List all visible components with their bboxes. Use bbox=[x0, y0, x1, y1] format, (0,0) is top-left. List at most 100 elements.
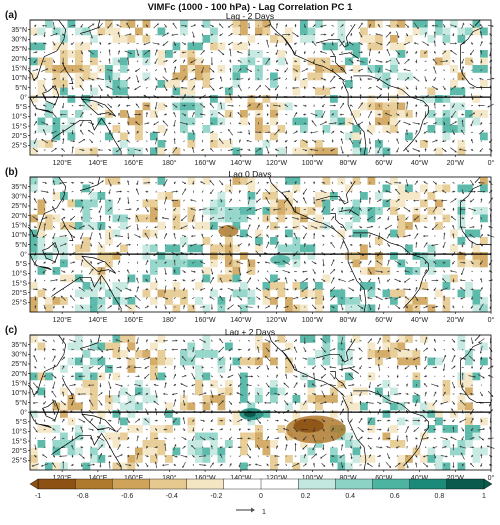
lat-tick-label: 0° bbox=[20, 408, 27, 416]
lon-tick-label: 120°E bbox=[53, 159, 72, 167]
colorbar-tick-label: 0.4 bbox=[345, 493, 355, 500]
lat-tick-label: 25°S bbox=[12, 142, 28, 150]
panel-a-label: (a) bbox=[5, 10, 18, 21]
lon-tick-label: 20°W bbox=[447, 159, 465, 167]
lat-tick-label: 25°N bbox=[11, 202, 27, 210]
lat-tick-label: 5°S bbox=[16, 260, 28, 268]
lon-tick-label: 120°E bbox=[53, 316, 72, 324]
lon-tick-label: 180° bbox=[162, 316, 177, 324]
lon-tick-label: 100°W bbox=[302, 474, 323, 482]
coastlines bbox=[27, 334, 491, 471]
lon-tick-label: 60°W bbox=[375, 316, 393, 324]
lon-tick-label: 160°W bbox=[195, 316, 216, 324]
lat-tick-label: 20°N bbox=[11, 55, 27, 63]
vector-field bbox=[32, 179, 495, 311]
map-panel-1: 35°N30°N25°N20°N15°N10°N5°N0°5°S10°S15°S… bbox=[11, 19, 495, 167]
lon-tick-label: 80°W bbox=[339, 474, 357, 482]
lat-tick-label: 25°N bbox=[11, 45, 27, 53]
lat-tick-label: 35°N bbox=[11, 183, 27, 191]
lat-tick-label: 5°N bbox=[15, 84, 27, 92]
colorbar: -1 -0.8 -0.6 -0.4 -0.2 0 0.2 0.4 0.6 0.8 1 bbox=[29, 478, 493, 500]
coastlines bbox=[27, 19, 491, 156]
lat-tick-label: 15°S bbox=[12, 437, 28, 445]
lon-tick-label: 140°W bbox=[230, 159, 251, 167]
lon-tick-label: 20°W bbox=[447, 316, 465, 324]
colorbar-tick-label: -0.6 bbox=[121, 493, 133, 500]
lat-tick-label: 10°N bbox=[11, 389, 27, 397]
lon-tick-label: 40°W bbox=[411, 316, 429, 324]
lon-tick-label: 120°W bbox=[266, 474, 287, 482]
colorbar-tick-label: 0 bbox=[259, 493, 263, 500]
lat-tick-label: 5°N bbox=[15, 399, 27, 407]
lat-tick-label: 10°N bbox=[11, 231, 27, 239]
lat-tick-label: 20°N bbox=[11, 212, 27, 220]
lat-tick-label: 10°S bbox=[12, 428, 28, 436]
panel-a-title: Lag - 2 Days bbox=[225, 11, 275, 21]
vector-key: 1 bbox=[236, 507, 266, 516]
colorbar-tick-label: -1 bbox=[35, 493, 41, 500]
lon-tick-label: 160°E bbox=[124, 316, 143, 324]
lat-tick-label: 25°N bbox=[11, 360, 27, 368]
lon-tick-label: 160°W bbox=[195, 474, 216, 482]
colorbar-tick-label: -0.4 bbox=[166, 493, 178, 500]
lat-tick-label: 30°N bbox=[11, 193, 27, 201]
map-panel-3: 35°N30°N25°N20°N15°N10°N5°N0°5°S10°S15°S… bbox=[11, 334, 495, 482]
lon-tick-label: 180° bbox=[162, 474, 177, 482]
lat-tick-label: 30°N bbox=[11, 36, 27, 44]
lon-tick-label: 0° bbox=[488, 316, 495, 324]
lon-tick-label: 120°E bbox=[53, 474, 72, 482]
lon-tick-label: 160°E bbox=[124, 474, 143, 482]
lon-tick-label: 60°W bbox=[375, 159, 393, 167]
lat-tick-label: 15°N bbox=[11, 222, 27, 230]
lon-tick-label: 140°E bbox=[88, 159, 107, 167]
lat-tick-label: 0° bbox=[20, 250, 27, 258]
lat-tick-label: 15°S bbox=[12, 122, 28, 130]
colorbar-tick-label: 1 bbox=[482, 493, 486, 500]
colorbar-tick-label: 0.2 bbox=[301, 493, 311, 500]
lon-tick-label: 0° bbox=[488, 474, 495, 482]
lat-tick-label: 20°S bbox=[12, 289, 28, 297]
colorbar-tick-label: -0.8 bbox=[77, 493, 89, 500]
lon-tick-label: 100°W bbox=[302, 316, 323, 324]
coastlines bbox=[27, 176, 491, 313]
lat-tick-label: 15°N bbox=[11, 65, 27, 73]
panel-c-label: (c) bbox=[5, 325, 18, 336]
lat-tick-label: 15°S bbox=[12, 279, 28, 287]
lon-tick-label: 180° bbox=[162, 159, 177, 167]
lat-tick-label: 30°N bbox=[11, 351, 27, 359]
lat-tick-label: 5°N bbox=[15, 241, 27, 249]
figure-title: VIMFc (1000 - 100 hPa) - Lag Correlation… bbox=[147, 2, 353, 13]
lon-tick-label: 140°W bbox=[230, 316, 251, 324]
lat-tick-label: 25°S bbox=[12, 457, 28, 465]
vector-key-label: 1 bbox=[262, 509, 266, 516]
lon-tick-label: 160°W bbox=[195, 159, 216, 167]
lat-tick-label: 5°S bbox=[16, 418, 28, 426]
colorbar-tick-label: -0.2 bbox=[210, 493, 222, 500]
vector-field bbox=[31, 336, 495, 469]
lon-tick-label: 160°E bbox=[124, 159, 143, 167]
lon-tick-label: 140°E bbox=[88, 474, 107, 482]
lat-tick-label: 20°S bbox=[12, 447, 28, 455]
lon-tick-label: 100°W bbox=[302, 159, 323, 167]
colorbar-tick-label: 0.8 bbox=[435, 493, 445, 500]
lon-tick-label: 20°W bbox=[447, 474, 465, 482]
lat-tick-label: 5°S bbox=[16, 103, 28, 111]
vector-field bbox=[32, 22, 495, 154]
lon-tick-label: 0° bbox=[488, 159, 495, 167]
lon-tick-label: 40°W bbox=[411, 159, 429, 167]
lon-tick-label: 120°W bbox=[266, 316, 287, 324]
lon-tick-label: 60°W bbox=[375, 474, 393, 482]
lon-tick-label: 120°W bbox=[266, 159, 287, 167]
lat-tick-label: 0° bbox=[20, 93, 27, 101]
lon-tick-label: 140°W bbox=[230, 474, 251, 482]
lon-tick-label: 40°W bbox=[411, 474, 429, 482]
lat-tick-label: 35°N bbox=[11, 26, 27, 34]
lon-tick-label: 140°E bbox=[88, 316, 107, 324]
map-panel-2: 35°N30°N25°N20°N15°N10°N5°N0°5°S10°S15°S… bbox=[11, 176, 495, 324]
lat-tick-label: 20°N bbox=[11, 370, 27, 378]
lat-tick-label: 15°N bbox=[11, 380, 27, 388]
lat-tick-label: 10°N bbox=[11, 74, 27, 82]
lat-tick-label: 10°S bbox=[12, 113, 28, 121]
panel-b-label: (b) bbox=[5, 167, 18, 178]
